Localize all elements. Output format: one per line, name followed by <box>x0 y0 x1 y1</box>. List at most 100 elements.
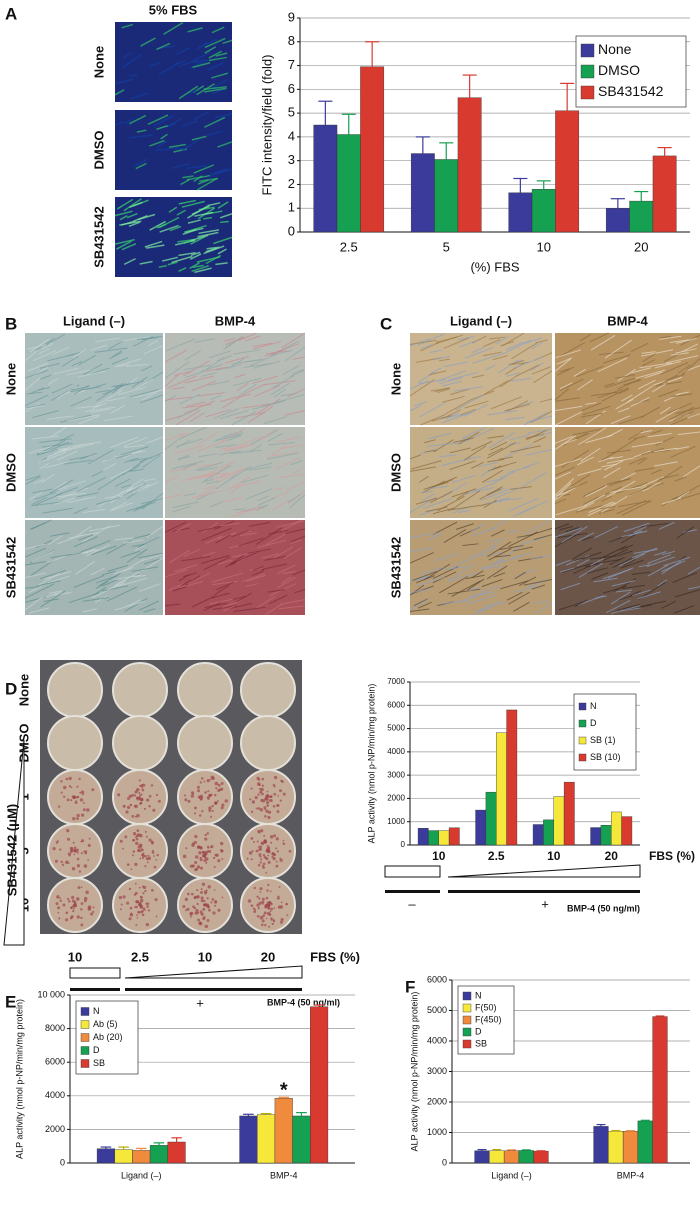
texture <box>154 898 158 902</box>
texture <box>235 507 265 514</box>
texture <box>477 607 488 612</box>
texture <box>615 374 636 379</box>
texture <box>166 117 183 128</box>
texture <box>423 481 449 490</box>
texture <box>283 547 303 560</box>
texture <box>131 566 159 572</box>
texture <box>470 523 486 533</box>
texture <box>266 452 298 460</box>
texture <box>121 23 134 29</box>
bar <box>503 1150 520 1164</box>
texture <box>164 569 188 578</box>
texture <box>129 114 147 125</box>
texture <box>168 550 190 564</box>
texture <box>66 829 70 833</box>
texture <box>208 809 212 813</box>
texture <box>653 461 678 467</box>
legend-swatch <box>580 85 595 100</box>
texture <box>601 451 616 461</box>
texture <box>292 569 306 576</box>
texture <box>441 411 473 424</box>
texture <box>530 362 544 372</box>
texture <box>442 482 468 498</box>
texture <box>211 898 215 901</box>
texture <box>509 445 541 453</box>
texture <box>203 851 207 855</box>
texture <box>257 863 261 867</box>
texture <box>451 488 477 498</box>
texture <box>620 559 644 569</box>
texture <box>194 861 198 865</box>
texture <box>63 785 67 790</box>
texture <box>675 391 689 396</box>
texture <box>221 496 244 503</box>
well <box>177 662 233 718</box>
texture <box>209 815 213 818</box>
texture <box>195 855 199 859</box>
texture <box>80 540 111 553</box>
texture <box>187 205 208 219</box>
texture <box>46 447 68 459</box>
texture <box>183 463 197 469</box>
texture <box>192 62 211 69</box>
legend-swatch <box>578 719 587 728</box>
texture <box>575 432 590 439</box>
texture <box>89 524 121 532</box>
texture <box>666 402 692 415</box>
bar <box>496 732 507 846</box>
texture <box>486 565 508 580</box>
texture <box>216 800 219 802</box>
texture <box>657 579 668 587</box>
texture <box>38 451 67 464</box>
texture <box>169 468 187 472</box>
texture <box>418 475 430 483</box>
texture <box>142 907 146 911</box>
texture <box>617 368 636 382</box>
texture <box>523 579 553 586</box>
texture <box>214 853 218 857</box>
texture <box>180 579 192 587</box>
bar <box>457 97 482 233</box>
texture <box>409 552 434 564</box>
texture <box>54 859 58 863</box>
texture <box>578 427 607 446</box>
texture <box>132 831 137 836</box>
row-label: DMSO <box>91 131 106 170</box>
texture <box>123 539 144 544</box>
texture <box>526 415 553 423</box>
texture <box>273 775 278 780</box>
texture <box>269 890 272 893</box>
texture <box>123 52 132 59</box>
texture <box>207 61 225 71</box>
texture <box>646 556 675 567</box>
texture <box>82 525 111 543</box>
micrograph <box>25 333 163 425</box>
texture <box>458 431 480 445</box>
texture <box>126 863 130 867</box>
texture <box>282 365 300 375</box>
texture <box>114 89 125 96</box>
texture <box>555 559 572 566</box>
texture <box>111 357 129 365</box>
bar <box>533 1150 549 1164</box>
texture <box>224 554 245 568</box>
texture <box>427 442 459 447</box>
micrograph <box>25 427 163 518</box>
texture <box>119 215 128 221</box>
texture <box>207 790 210 793</box>
texture <box>118 895 123 900</box>
texture <box>580 447 601 462</box>
texture <box>56 450 78 461</box>
texture <box>87 843 91 847</box>
texture <box>205 903 208 906</box>
texture <box>445 398 473 415</box>
texture <box>560 567 575 573</box>
texture <box>134 815 138 818</box>
texture <box>554 527 582 538</box>
texture <box>109 467 133 480</box>
texture <box>114 358 142 368</box>
texture <box>478 585 500 594</box>
texture <box>675 446 690 450</box>
texture <box>24 404 45 410</box>
texture <box>74 384 90 395</box>
